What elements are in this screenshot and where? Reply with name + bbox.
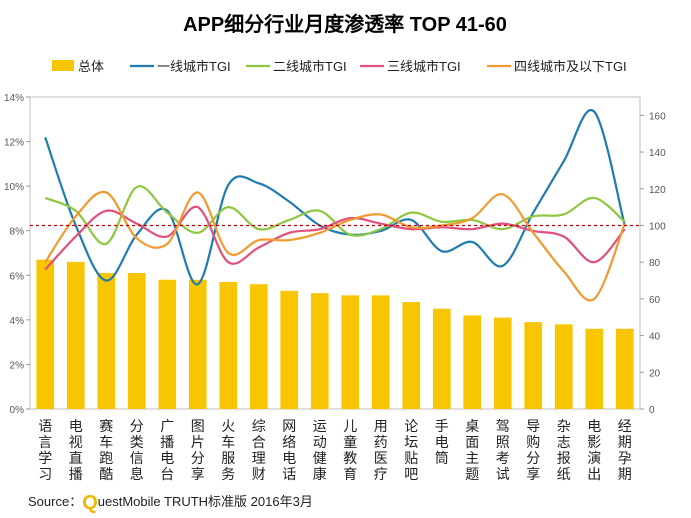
bar-17 bbox=[524, 322, 543, 409]
bar-1 bbox=[36, 259, 55, 409]
bar-9 bbox=[280, 290, 299, 409]
x-category-label: 论坛贴吧 bbox=[404, 418, 418, 482]
line-series-1 bbox=[44, 108, 626, 286]
bar-18 bbox=[554, 324, 573, 409]
x-axis-category-labels: 语言学习 电视直播 赛车跑酷 分类信息 广播电台 图片分享 火车服务 综合理财 网络电话 运动健康… bbox=[38, 418, 632, 482]
bar-11 bbox=[341, 295, 360, 409]
bar-14 bbox=[432, 308, 451, 409]
legend-label-line-4: 四线城市及以下TGI bbox=[514, 59, 627, 74]
y-left-tick-label: 8% bbox=[10, 227, 25, 238]
x-category-label: 桌面主题 bbox=[465, 418, 479, 482]
x-category-label: 分类信息 bbox=[130, 418, 144, 482]
y-left-tick-label: 10% bbox=[4, 182, 24, 193]
y-left-tick-label: 6% bbox=[10, 271, 25, 282]
x-category-label: 导购分享 bbox=[526, 418, 540, 482]
x-category-label: 电影演出 bbox=[587, 418, 601, 482]
y-left-tick-label: 12% bbox=[4, 138, 24, 149]
source-prefix: Source： bbox=[28, 494, 83, 509]
bar-3 bbox=[97, 273, 116, 409]
x-category-label: 火车服务 bbox=[221, 418, 235, 482]
line-series-4 bbox=[44, 190, 626, 302]
chart-title: APP细分行业月度渗透率 TOP 41-60 bbox=[183, 12, 507, 36]
x-category-label: 驾照考试 bbox=[496, 418, 510, 482]
bar-19 bbox=[585, 328, 604, 409]
y-axis-right: 0 20 40 60 80 100 120 140 160 bbox=[640, 111, 666, 416]
bar-8 bbox=[249, 284, 268, 409]
x-category-label: 图片分享 bbox=[191, 418, 205, 482]
y-left-tick-label: 14% bbox=[4, 93, 24, 104]
bar-4 bbox=[127, 273, 146, 409]
bar-5 bbox=[158, 279, 177, 409]
x-category-label: 经期孕期 bbox=[618, 418, 632, 482]
bar-2 bbox=[66, 261, 85, 409]
plot-grid bbox=[29, 96, 641, 410]
y-right-tick-label: 120 bbox=[649, 185, 666, 196]
bar-13 bbox=[402, 302, 421, 409]
brand-logo-letter: Q bbox=[82, 492, 98, 514]
x-category-label: 电视直播 bbox=[69, 418, 83, 482]
y-right-tick-label: 100 bbox=[649, 221, 666, 232]
x-category-label: 儿童教育 bbox=[343, 418, 357, 482]
y-right-tick-label: 0 bbox=[649, 405, 655, 416]
tgi-line-series bbox=[44, 108, 626, 302]
bar-20 bbox=[615, 328, 634, 409]
y-left-tick-label: 0% bbox=[10, 405, 25, 416]
bar-10 bbox=[310, 293, 329, 409]
y-right-tick-label: 160 bbox=[649, 111, 666, 122]
bar-12 bbox=[371, 295, 390, 409]
plot-frame bbox=[29, 96, 641, 410]
x-category-label: 手电筒 bbox=[435, 418, 449, 466]
bar-15 bbox=[463, 315, 482, 409]
legend-label-line-3: 三线城市TGI bbox=[387, 59, 461, 74]
x-category-label: 运动健康 bbox=[313, 418, 327, 482]
bar-7 bbox=[219, 281, 238, 409]
legend-swatch-overall bbox=[52, 60, 74, 71]
legend-label-overall: 总体 bbox=[78, 59, 104, 74]
legend-label-line-2: 二线城市TGI bbox=[273, 59, 347, 74]
line-series-2 bbox=[44, 185, 626, 245]
y-right-tick-label: 60 bbox=[649, 295, 661, 306]
y-right-tick-label: 20 bbox=[649, 368, 661, 379]
y-axis-left: 0% 2% 4% 6% 8% 10% 12% 14% bbox=[4, 93, 30, 416]
y-right-tick-label: 40 bbox=[649, 332, 661, 343]
x-category-label: 用药医疗 bbox=[374, 418, 388, 482]
x-category-label: 赛车跑酷 bbox=[99, 418, 113, 482]
legend-label-line-1: 一线城市TGI bbox=[157, 59, 231, 74]
legend: 总体 一线城市TGI 二线城市TGI 三线城市TGI 四线城市及以下TGI bbox=[52, 59, 627, 74]
y-right-tick-label: 140 bbox=[649, 148, 666, 159]
bar-16 bbox=[493, 317, 512, 409]
source-text: uestMobile TRUTH标准版 2016年3月 bbox=[97, 494, 313, 509]
y-left-tick-label: 4% bbox=[10, 316, 25, 327]
x-category-label: 语言学习 bbox=[38, 418, 52, 482]
source-line: Source：QuestMobile TRUTH标准版 2016年3月 bbox=[28, 489, 313, 514]
bar-series-overall bbox=[36, 259, 634, 409]
x-category-label: 杂志报纸 bbox=[557, 418, 571, 482]
x-category-label: 网络电话 bbox=[282, 418, 296, 482]
bar-6 bbox=[188, 279, 207, 409]
x-category-label: 综合理财 bbox=[252, 418, 266, 482]
y-right-tick-label: 80 bbox=[649, 258, 661, 269]
x-category-label: 广播电台 bbox=[160, 418, 174, 482]
y-left-tick-label: 2% bbox=[10, 360, 25, 371]
